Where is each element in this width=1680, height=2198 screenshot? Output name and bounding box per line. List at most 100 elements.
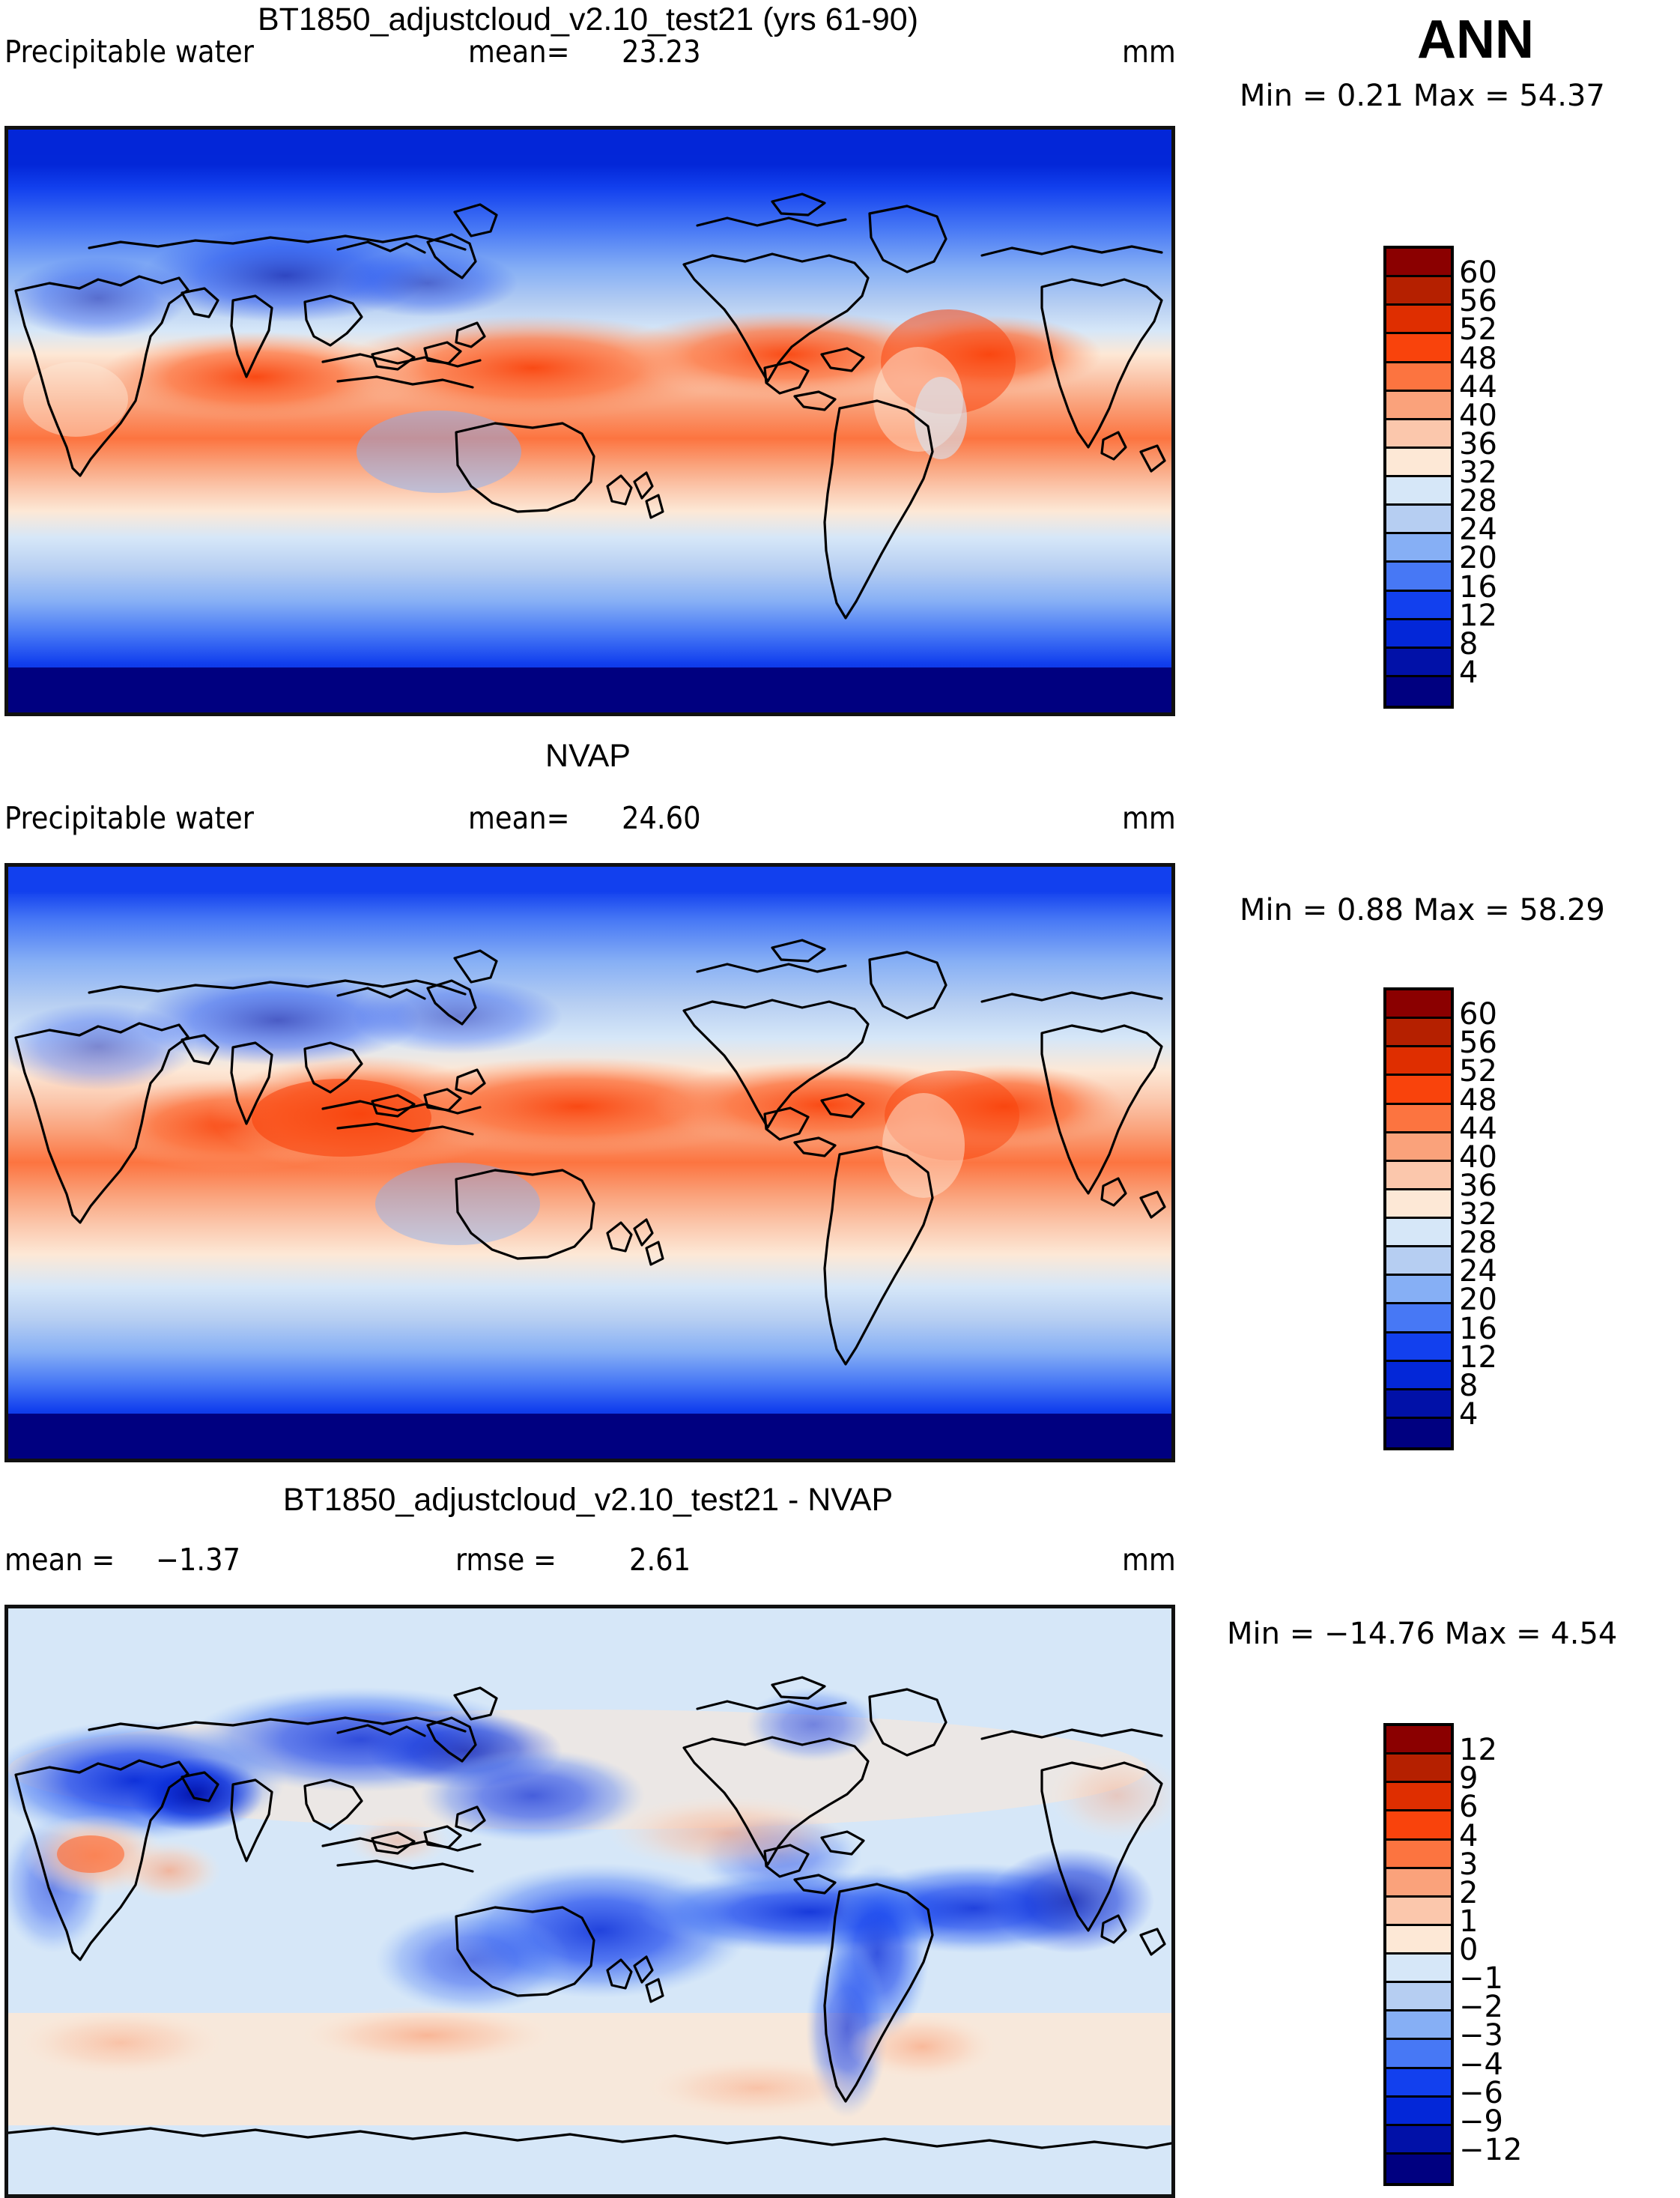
colorbar-tick-label: 40 xyxy=(1459,398,1497,433)
colorbar-band xyxy=(1386,2040,1451,2069)
colorbar-band xyxy=(1386,2011,1451,2041)
colorbar-band xyxy=(1386,534,1451,563)
colorbar-band xyxy=(1386,1304,1451,1333)
colorbar-band xyxy=(1386,1133,1451,1162)
colorbar-tick-label: 44 xyxy=(1459,1111,1497,1146)
colorbar-band xyxy=(1386,1161,1451,1190)
colorbar-tick-label: 52 xyxy=(1459,1054,1497,1089)
colorbar-band xyxy=(1386,2125,1451,2155)
colorbar-band xyxy=(1386,277,1451,306)
panel-model-mean-label: mean= xyxy=(468,34,570,70)
colorbar-band xyxy=(1386,249,1451,278)
colorbar-tick-label: 32 xyxy=(1459,455,1497,490)
colorbar-obs[interactable] xyxy=(1383,987,1454,1450)
map-panel-model[interactable] xyxy=(4,126,1175,716)
colorbar-tick-label: 28 xyxy=(1459,1226,1497,1261)
panel-diff-rmse-value: 2.61 xyxy=(629,1542,691,1578)
colorbar-band xyxy=(1386,1019,1451,1048)
colorbar-band xyxy=(1386,1925,1451,1955)
colorbar-tick-label: −12 xyxy=(1459,2132,1523,2167)
colorbar-tick-label: −2 xyxy=(1459,1990,1503,2025)
colorbar-tick-label: 12 xyxy=(1459,598,1497,633)
colorbar-tick-label: 6 xyxy=(1459,1790,1479,1825)
map-obs-svg xyxy=(8,867,1171,1459)
map-model-svg xyxy=(8,130,1171,712)
season-label: ANN xyxy=(1417,10,1534,70)
colorbar-band xyxy=(1386,2154,1451,2183)
colorbar-band xyxy=(1386,1811,1451,1841)
colorbar-model-labels: 60 56 52 48 44 40 36 32 28 24 20 16 12 8 4 xyxy=(1459,246,1549,703)
panel-model-title: BT1850_adjustcloud_v2.10_test21 (yrs 61-… xyxy=(257,1,919,37)
colorbar-band xyxy=(1386,591,1451,620)
colorbar-tick-label: 24 xyxy=(1459,512,1497,548)
colorbar-diff-labels: 12 9 6 4 3 2 1 0 −1 −2 −3 −4 −6 −9 −12 xyxy=(1459,1723,1560,2180)
panel-obs-units: mm xyxy=(1122,800,1176,836)
colorbar-tick-label: 16 xyxy=(1459,569,1497,605)
colorbar-band xyxy=(1386,1418,1451,1447)
colorbar-band xyxy=(1386,563,1451,592)
panel-obs-variable: Precipitable water xyxy=(4,800,254,836)
panel-diff-units: mm xyxy=(1122,1542,1176,1578)
colorbar-tick-label: 0 xyxy=(1459,1933,1479,1967)
colorbar-band xyxy=(1386,1390,1451,1419)
colorbar-tick-label: 28 xyxy=(1459,484,1497,519)
colorbar-band xyxy=(1386,420,1451,449)
colorbar-tick-label: 36 xyxy=(1459,426,1497,461)
map-diff-svg xyxy=(8,1608,1171,2194)
colorbar-tick-label: 12 xyxy=(1459,1733,1497,1768)
colorbar-band xyxy=(1386,306,1451,335)
colorbar-model-bands xyxy=(1386,249,1451,706)
colorbar-band xyxy=(1386,1247,1451,1277)
panel-diff-rmse-label: rmse = xyxy=(455,1542,557,1578)
colorbar-band xyxy=(1386,1983,1451,2012)
colorbar-tick-label: 4 xyxy=(1459,1818,1479,1853)
colorbar-tick-label: 60 xyxy=(1459,997,1497,1032)
map-panel-diff[interactable] xyxy=(4,1605,1175,2198)
colorbar-tick-label: 1 xyxy=(1459,1904,1479,1939)
colorbar-tick-label: 56 xyxy=(1459,284,1497,319)
panel-obs-mean-label: mean= xyxy=(468,800,570,836)
colorbar-tick-label: 8 xyxy=(1459,1368,1479,1403)
colorbar-band xyxy=(1386,334,1451,363)
colorbar-band xyxy=(1386,1361,1451,1390)
colorbar-band xyxy=(1386,1897,1451,1926)
colorbar-tick-label: −6 xyxy=(1459,2075,1503,2110)
map-panel-obs[interactable] xyxy=(4,863,1175,1462)
panel-model-minmax: Min = 0.21 Max = 54.37 xyxy=(1240,79,1605,113)
colorbar-obs-labels: 60 56 52 48 44 40 36 32 28 24 20 16 12 8 4 xyxy=(1459,987,1549,1444)
colorbar-tick-label: 4 xyxy=(1459,1396,1479,1432)
panel-diff-mean-label: mean = xyxy=(4,1542,115,1578)
colorbar-band xyxy=(1386,1840,1451,1869)
colorbar-band xyxy=(1386,1333,1451,1362)
colorbar-tick-label: 48 xyxy=(1459,341,1497,376)
colorbar-band xyxy=(1386,477,1451,506)
colorbar-diff[interactable] xyxy=(1383,1723,1454,2186)
colorbar-tick-label: 32 xyxy=(1459,1197,1497,1232)
colorbar-band xyxy=(1386,2068,1451,2098)
colorbar-band xyxy=(1386,1783,1451,1812)
colorbar-band xyxy=(1386,506,1451,535)
colorbar-band xyxy=(1386,990,1451,1020)
colorbar-model[interactable] xyxy=(1383,246,1454,709)
colorbar-diff-bands xyxy=(1386,1726,1451,2183)
colorbar-tick-label: −1 xyxy=(1459,1961,1503,1996)
colorbar-tick-label: 8 xyxy=(1459,626,1479,661)
panel-model-units: mm xyxy=(1122,34,1176,70)
panel-diff-mean-value: −1.37 xyxy=(156,1542,241,1578)
colorbar-band xyxy=(1386,1755,1451,1784)
colorbar-tick-label: 20 xyxy=(1459,1283,1497,1318)
colorbar-band xyxy=(1386,648,1451,677)
panel-obs-title: NVAP xyxy=(545,738,631,774)
colorbar-band xyxy=(1386,2097,1451,2126)
colorbar-tick-label: −3 xyxy=(1459,2018,1503,2053)
colorbar-tick-label: 2 xyxy=(1459,1875,1479,1910)
colorbar-tick-label: −9 xyxy=(1459,2104,1503,2139)
colorbar-obs-bands xyxy=(1386,990,1451,1447)
colorbar-band xyxy=(1386,1726,1451,1755)
colorbar-band xyxy=(1386,1955,1451,1984)
panel-obs-minmax: Min = 0.88 Max = 58.29 xyxy=(1240,893,1605,927)
colorbar-tick-label: 9 xyxy=(1459,1761,1479,1796)
colorbar-band xyxy=(1386,391,1451,420)
colorbar-tick-label: 44 xyxy=(1459,369,1497,405)
colorbar-tick-label: 36 xyxy=(1459,1168,1497,1203)
